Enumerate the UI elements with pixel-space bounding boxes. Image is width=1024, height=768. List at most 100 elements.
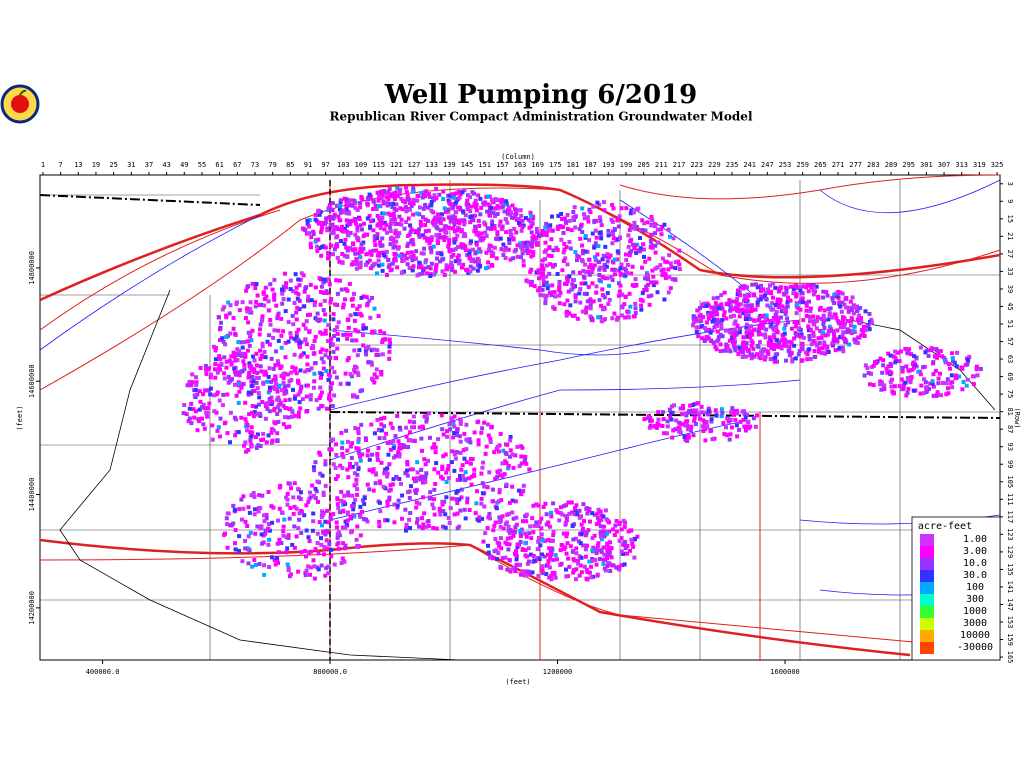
pumping-cell (510, 452, 515, 457)
pumping-cell (496, 237, 501, 242)
pumping-cell (753, 424, 758, 429)
pumping-cell (718, 342, 723, 347)
pumping-cell (319, 284, 324, 289)
pumping-cell (223, 342, 228, 347)
pumping-cell (394, 202, 399, 207)
pumping-cell (424, 413, 429, 418)
pumping-cell (290, 410, 295, 415)
pumping-cell (782, 341, 787, 346)
pumping-cell (251, 379, 256, 384)
pumping-cell (190, 380, 195, 385)
pumping-cell (330, 230, 335, 235)
pumping-cell (335, 474, 340, 479)
pumping-cell (362, 496, 367, 501)
pumping-cell (316, 406, 321, 411)
pumping-cell (528, 552, 533, 557)
y-tick-label: 14200000 (28, 591, 36, 625)
pumping-cell (495, 474, 500, 479)
pumping-cell (501, 242, 506, 247)
pumping-cell (856, 335, 861, 340)
column-tick-label: 79 (268, 161, 276, 169)
pumping-cell (441, 217, 446, 222)
pumping-cell (428, 266, 433, 271)
column-tick-label: 97 (321, 161, 329, 169)
pumping-cell (702, 304, 706, 309)
pumping-cell (209, 372, 213, 377)
pumping-cell (367, 213, 372, 218)
pumping-cell (438, 221, 443, 226)
pumping-cell (327, 215, 331, 220)
pumping-cell (590, 511, 595, 516)
pumping-cell (307, 231, 311, 236)
pumping-cell (483, 230, 488, 235)
pumping-cell (463, 516, 468, 521)
pumping-cell (616, 564, 621, 569)
pumping-cell (326, 355, 331, 360)
pumping-cell (414, 249, 419, 254)
pumping-cell (324, 369, 329, 373)
pumping-cell (225, 545, 230, 550)
pumping-cell (592, 263, 597, 268)
pumping-cell (469, 474, 474, 479)
pumping-cell (423, 476, 427, 481)
pumping-cell (840, 321, 845, 326)
pumping-cell (416, 230, 421, 235)
pumping-cell (695, 401, 700, 406)
pumping-cell (384, 431, 389, 436)
pumping-cell (579, 522, 584, 527)
pumping-cell (459, 229, 464, 234)
pumping-cell (461, 209, 466, 214)
pumping-cell (246, 284, 250, 289)
pumping-cell (719, 326, 724, 330)
pumping-cell (597, 202, 602, 207)
row-tick-label: 3 (1006, 182, 1014, 186)
pumping-cell (564, 219, 568, 224)
pumping-cell (840, 345, 845, 350)
pumping-cell (795, 285, 800, 290)
pumping-cell (455, 526, 460, 531)
pumping-cell (345, 448, 350, 453)
pumping-cell (475, 268, 480, 273)
pumping-cell (592, 245, 597, 250)
pumping-cell (270, 520, 275, 525)
pumping-cell (342, 226, 347, 231)
pumping-cell (345, 232, 350, 237)
pumping-cell (263, 531, 268, 536)
pumping-cell (430, 220, 435, 225)
pumping-cell (543, 240, 548, 245)
pumping-cell (192, 415, 197, 420)
pumping-cell (417, 265, 421, 270)
pumping-cell (792, 336, 797, 341)
pumping-cell (573, 299, 578, 304)
pumping-cell (572, 568, 576, 573)
pumping-cell (353, 262, 358, 266)
pumping-cell (975, 373, 980, 378)
pumping-cell (194, 409, 198, 414)
pumping-cell (384, 200, 389, 205)
pumping-cell (783, 285, 788, 290)
pumping-cell (610, 316, 615, 321)
pumping-cell (578, 300, 583, 305)
pumping-cell (283, 415, 287, 420)
pumping-cell (364, 262, 368, 267)
pumping-cell (549, 290, 554, 295)
pumping-cell (350, 303, 355, 308)
pumping-cell (448, 427, 453, 432)
row-tick-label: 159 (1006, 633, 1014, 646)
pumping-cell (475, 517, 480, 522)
pumping-cell (319, 356, 324, 361)
pumping-cell (613, 523, 618, 528)
pumping-cell (564, 503, 568, 508)
pumping-cell (228, 523, 233, 527)
pumping-cell (458, 421, 463, 426)
pumping-cell (382, 201, 387, 206)
pumping-cell (546, 520, 551, 525)
pumping-cell (221, 339, 226, 344)
pumping-cell (812, 354, 817, 359)
pumping-cell (226, 374, 231, 379)
pumping-cell (359, 242, 364, 247)
pumping-cell (758, 289, 763, 294)
pumping-cell (444, 235, 449, 240)
pumping-cell (705, 335, 710, 340)
pumping-cell (629, 271, 634, 276)
